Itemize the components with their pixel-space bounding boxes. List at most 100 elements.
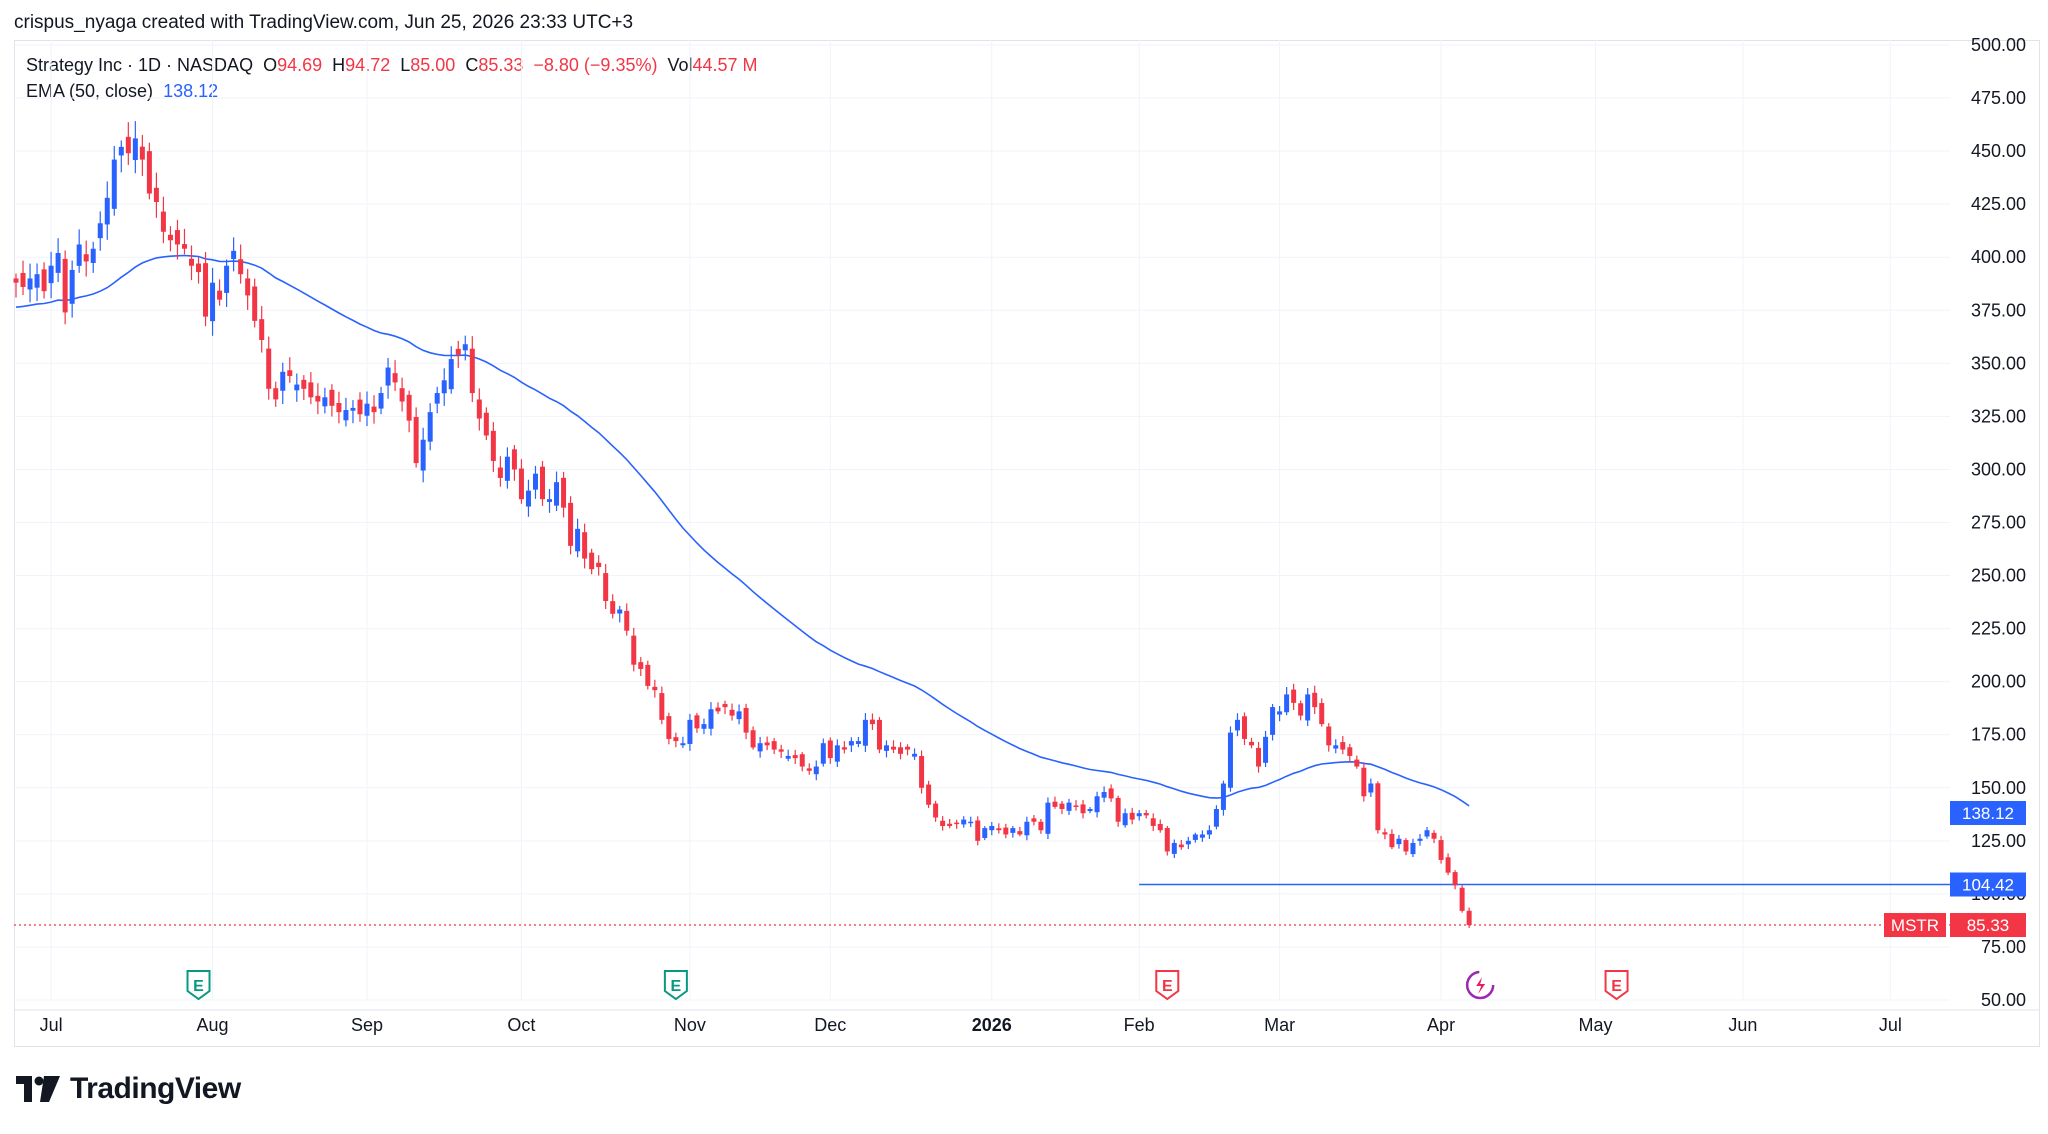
candle-body bbox=[975, 820, 981, 841]
candle-body bbox=[1417, 838, 1423, 841]
candle-body bbox=[83, 254, 89, 262]
candle bbox=[764, 736, 770, 751]
tradingview-logo-icon bbox=[16, 1076, 60, 1102]
candle-body bbox=[1452, 872, 1458, 886]
candle bbox=[645, 660, 651, 690]
candle-body bbox=[399, 388, 405, 402]
candle bbox=[427, 403, 433, 451]
tradingview-brand[interactable]: TradingView bbox=[16, 1072, 241, 1106]
x-tick-label: Oct bbox=[507, 1015, 535, 1035]
candle bbox=[280, 362, 286, 404]
candle bbox=[224, 259, 230, 308]
ema-label[interactable]: EMA (50, close) bbox=[26, 81, 154, 101]
candle bbox=[420, 427, 426, 483]
candle bbox=[1424, 827, 1430, 839]
candle-body bbox=[406, 394, 412, 421]
candle bbox=[294, 373, 300, 402]
candle bbox=[855, 736, 861, 748]
candle bbox=[210, 267, 216, 336]
candle-body bbox=[490, 430, 496, 461]
ohlc-line: Strategy Inc · 1D · NASDAQ O94.69 H94.72… bbox=[26, 52, 758, 78]
candle-body bbox=[1284, 694, 1290, 713]
candle-body bbox=[13, 278, 19, 283]
candle-body bbox=[378, 393, 384, 409]
replay-icon[interactable] bbox=[1465, 970, 1495, 1000]
candle bbox=[1305, 688, 1311, 727]
x-tick-label: Jul bbox=[40, 1015, 63, 1035]
candle bbox=[1094, 791, 1100, 818]
candle-body bbox=[912, 753, 918, 757]
y-tick-label: 450.00 bbox=[1971, 141, 2026, 161]
replay-ring bbox=[1465, 970, 1495, 1000]
candle-body bbox=[806, 768, 812, 771]
candle bbox=[441, 368, 447, 406]
candle-body bbox=[1213, 809, 1219, 827]
candle bbox=[1382, 828, 1388, 840]
candle bbox=[364, 391, 370, 427]
candle bbox=[638, 657, 644, 677]
candle-body bbox=[469, 348, 475, 394]
candle bbox=[336, 391, 342, 424]
y-tick-label: 300.00 bbox=[1971, 459, 2026, 479]
candle-body bbox=[1108, 788, 1114, 799]
candle bbox=[1375, 781, 1381, 834]
candle bbox=[1445, 853, 1451, 876]
candle-body bbox=[1143, 813, 1149, 816]
candle-body bbox=[785, 755, 791, 759]
earnings-label: E bbox=[671, 978, 682, 995]
candle bbox=[1220, 780, 1226, 816]
candle bbox=[118, 140, 124, 173]
candle bbox=[806, 763, 812, 775]
candle-body bbox=[891, 746, 896, 750]
candle bbox=[434, 386, 440, 414]
candle-body bbox=[139, 146, 145, 160]
candle-body bbox=[1459, 887, 1465, 911]
candle-body bbox=[1347, 747, 1353, 756]
candle-body bbox=[427, 412, 433, 442]
candle bbox=[933, 800, 939, 822]
candle-body bbox=[638, 662, 644, 669]
candle-body bbox=[301, 379, 307, 389]
candle bbox=[715, 702, 721, 715]
candle bbox=[406, 390, 412, 433]
price-chart[interactable]: 500.00 475.00 450.00 425.00 400.00 375.00 350.… bbox=[0, 0, 2048, 1060]
candle-body bbox=[778, 749, 784, 752]
candle bbox=[266, 336, 272, 400]
candle bbox=[1066, 798, 1072, 815]
symbol-line[interactable]: Strategy Inc · 1D · NASDAQ bbox=[26, 55, 254, 75]
volume-label: Vol bbox=[667, 55, 693, 75]
candle-body bbox=[694, 715, 700, 729]
candle bbox=[1038, 818, 1044, 834]
candle-body bbox=[1206, 830, 1212, 835]
open-label: O bbox=[263, 55, 278, 75]
chart-frame bbox=[14, 40, 2040, 1047]
candle-body bbox=[196, 263, 202, 273]
candle-body bbox=[167, 234, 173, 241]
candle-body bbox=[1298, 703, 1304, 716]
x-axis[interactable]: Jul Aug Sep Oct Nov Dec 2026 Feb Mar Apr May Jun Jul bbox=[14, 1009, 2040, 1035]
candle-body bbox=[540, 466, 545, 500]
candle-body bbox=[315, 395, 321, 402]
candle bbox=[1101, 786, 1107, 803]
candle bbox=[1150, 813, 1156, 832]
candle-body bbox=[62, 258, 68, 313]
candle bbox=[589, 548, 595, 575]
candle bbox=[1206, 825, 1212, 839]
candle bbox=[736, 704, 742, 725]
candle-body bbox=[1410, 842, 1416, 855]
candle-body bbox=[869, 719, 875, 725]
earnings-icon: E bbox=[1155, 970, 1180, 1001]
candle-body bbox=[561, 477, 567, 508]
candle bbox=[146, 142, 152, 200]
candle bbox=[1143, 809, 1149, 819]
candle-body bbox=[610, 601, 616, 614]
x-tick-label: Nov bbox=[674, 1015, 706, 1035]
candle-body bbox=[90, 248, 96, 263]
candle-body bbox=[954, 822, 960, 825]
candle-body bbox=[1164, 828, 1170, 852]
candle-body bbox=[1424, 830, 1430, 837]
y-axis[interactable]: 500.00 475.00 450.00 425.00 400.00 375.00 350.… bbox=[1971, 35, 2026, 1010]
candle bbox=[673, 732, 679, 748]
candle-body bbox=[820, 743, 826, 764]
candle-body bbox=[125, 136, 131, 154]
